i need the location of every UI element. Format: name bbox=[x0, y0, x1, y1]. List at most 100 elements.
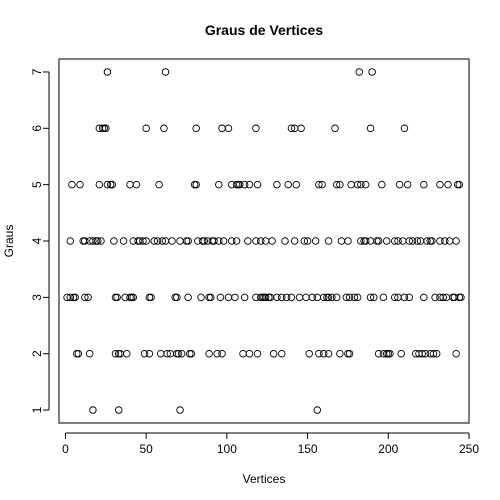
data-point bbox=[185, 349, 194, 358]
data-point bbox=[455, 180, 464, 189]
data-point bbox=[457, 293, 465, 302]
data-point bbox=[114, 406, 123, 414]
data-point bbox=[403, 180, 412, 189]
data-point bbox=[394, 237, 402, 245]
data-point bbox=[400, 293, 409, 302]
data-point bbox=[132, 180, 141, 189]
data-point bbox=[205, 293, 213, 302]
x-tick-label: 250 bbox=[459, 442, 479, 456]
data-point bbox=[100, 124, 108, 133]
data-point bbox=[413, 237, 422, 245]
data-point bbox=[315, 180, 323, 189]
data-point bbox=[215, 180, 223, 189]
data-point bbox=[205, 349, 213, 358]
data-point bbox=[252, 237, 260, 245]
data-point bbox=[145, 349, 154, 358]
data-point bbox=[332, 293, 341, 302]
data-point bbox=[429, 349, 438, 358]
data-point bbox=[344, 237, 352, 245]
data-point bbox=[244, 237, 252, 245]
y-tick-label: 5 bbox=[30, 181, 44, 188]
data-point bbox=[261, 237, 270, 245]
data-point bbox=[85, 349, 94, 358]
data-point bbox=[390, 293, 399, 302]
data-point bbox=[397, 349, 405, 358]
data-point bbox=[313, 293, 322, 302]
data-point bbox=[140, 349, 149, 358]
data-point bbox=[110, 237, 118, 245]
data-point bbox=[287, 293, 296, 302]
data-point bbox=[111, 293, 120, 302]
data-point bbox=[150, 237, 158, 245]
x-axis-label: Vertices bbox=[243, 472, 286, 486]
data-point bbox=[156, 349, 165, 358]
data-point bbox=[113, 293, 121, 302]
data-point bbox=[168, 237, 176, 245]
data-point bbox=[361, 237, 370, 245]
data-point bbox=[245, 180, 254, 189]
data-point bbox=[74, 349, 83, 358]
data-point bbox=[224, 124, 233, 133]
data-point bbox=[240, 293, 249, 302]
data-point bbox=[297, 124, 305, 133]
data-point bbox=[373, 237, 381, 245]
data-point bbox=[210, 237, 218, 245]
data-points bbox=[63, 68, 465, 414]
data-point bbox=[127, 293, 136, 302]
data-point bbox=[231, 293, 239, 302]
data-point bbox=[197, 293, 205, 302]
data-point bbox=[81, 293, 89, 302]
data-point bbox=[224, 293, 233, 302]
data-point bbox=[444, 180, 452, 189]
data-point bbox=[305, 349, 313, 358]
data-point bbox=[324, 293, 333, 302]
data-point bbox=[126, 180, 134, 189]
data-point bbox=[139, 237, 147, 245]
data-point bbox=[215, 237, 223, 245]
data-point bbox=[421, 349, 430, 358]
data-point bbox=[418, 349, 426, 358]
data-point bbox=[345, 293, 354, 302]
x-tick-label: 0 bbox=[62, 442, 69, 456]
data-point bbox=[452, 349, 460, 358]
data-point bbox=[158, 237, 167, 245]
data-point bbox=[192, 180, 200, 189]
data-point bbox=[452, 237, 460, 245]
data-point bbox=[336, 349, 344, 358]
data-point bbox=[344, 349, 352, 358]
data-point bbox=[357, 237, 365, 245]
data-point bbox=[295, 293, 304, 302]
data-point bbox=[439, 293, 447, 302]
data-point bbox=[302, 293, 310, 302]
data-point bbox=[436, 180, 444, 189]
data-point bbox=[311, 237, 320, 245]
data-point bbox=[234, 180, 242, 189]
data-point bbox=[449, 293, 457, 302]
data-point bbox=[269, 349, 278, 358]
data-point bbox=[455, 293, 464, 302]
data-point bbox=[184, 237, 192, 245]
data-point bbox=[319, 293, 328, 302]
data-point bbox=[66, 237, 75, 245]
data-point bbox=[145, 293, 154, 302]
data-point bbox=[257, 237, 265, 245]
data-point bbox=[253, 349, 262, 358]
data-point bbox=[253, 180, 262, 189]
data-point bbox=[123, 349, 131, 358]
data-point bbox=[405, 293, 414, 302]
data-point bbox=[350, 293, 359, 302]
data-point bbox=[355, 68, 363, 76]
data-point bbox=[324, 237, 333, 245]
data-point bbox=[337, 237, 346, 245]
data-point bbox=[303, 237, 312, 245]
data-point bbox=[308, 293, 317, 302]
data-point bbox=[208, 237, 217, 245]
x-tick-label: 50 bbox=[139, 442, 153, 456]
data-point bbox=[453, 180, 462, 189]
data-point bbox=[431, 293, 439, 302]
data-point bbox=[103, 180, 112, 189]
data-point bbox=[206, 293, 215, 302]
data-point bbox=[386, 349, 394, 358]
data-point bbox=[366, 293, 375, 302]
data-point bbox=[84, 293, 92, 302]
